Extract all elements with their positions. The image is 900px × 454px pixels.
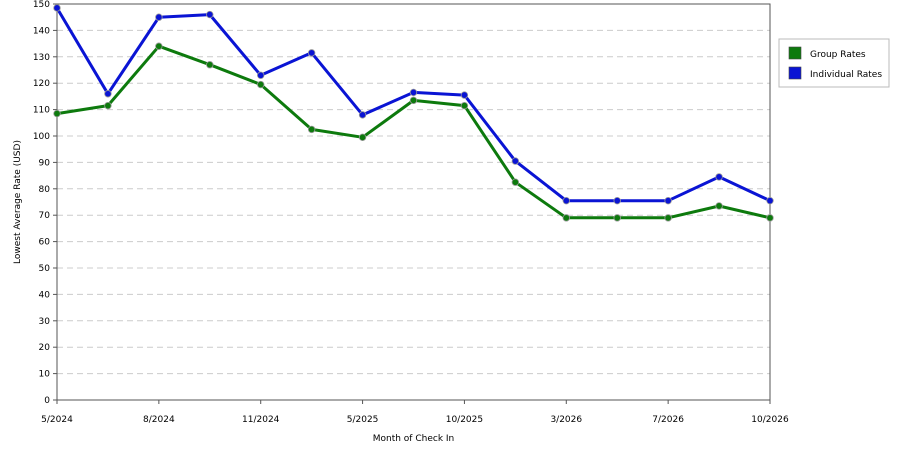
group-rates-point — [155, 42, 163, 50]
individual-rates-point — [53, 4, 61, 12]
y-tick-label: 140 — [33, 26, 50, 36]
individual-rates-point — [766, 196, 774, 205]
x-tick-label: 10/2026 — [751, 415, 789, 425]
group-rates-point — [53, 109, 61, 118]
group-rates-point — [409, 96, 418, 105]
grid-lines — [57, 29, 770, 375]
individual-rates-legend-swatch — [788, 66, 802, 80]
y-tick-label: 10 — [39, 370, 51, 380]
individual-rates-line — [55, 6, 772, 203]
individual-rates-point — [715, 173, 723, 181]
x-tick-label: 7/2026 — [652, 415, 684, 425]
group-rates-point — [307, 125, 316, 134]
group-rates-point — [766, 214, 774, 222]
individual-rates-legend-label: Individual Rates — [810, 70, 882, 80]
group-rates-point — [715, 202, 723, 210]
group-rates-point — [257, 80, 265, 89]
individual-rates-point — [613, 196, 621, 205]
individual-rates-point — [257, 71, 265, 79]
group-rates-point — [664, 214, 672, 222]
axes: 0 10 20 30 40 50 60 70 80 90 100 110 120 130 140 150 5/2… — [33, 0, 789, 425]
group-rates-point — [562, 214, 570, 222]
y-tick-label: 80 — [39, 185, 51, 195]
y-axis-title: Lowest Average Rate (USD) — [13, 140, 23, 264]
y-tick-label: 30 — [39, 317, 51, 327]
group-rates-point — [104, 101, 112, 110]
y-tick-label: 110 — [33, 106, 50, 116]
y-tick-label: 70 — [39, 211, 51, 221]
y-tick-label: 90 — [39, 158, 51, 168]
x-tick-label: 8/2024 — [143, 415, 175, 425]
individual-rates-point — [104, 90, 112, 98]
x-tick-label: 5/2024 — [41, 415, 73, 425]
y-tick-label: 60 — [39, 238, 51, 248]
group-rates-line — [55, 44, 772, 220]
group-rates-point — [206, 61, 214, 69]
individual-rates-point — [307, 49, 316, 57]
y-tick-label: 50 — [39, 264, 51, 274]
y-tick-label: 100 — [33, 132, 50, 142]
y-tick-label: 40 — [39, 290, 51, 300]
y-tick-label: 130 — [33, 53, 50, 63]
group-rates-point — [511, 178, 520, 186]
individual-rates-point — [664, 196, 672, 205]
x-axis-title: Month of Check In — [373, 434, 455, 444]
individual-rates-point — [358, 111, 367, 119]
series-lines — [55, 6, 772, 220]
x-tick-label: 5/2025 — [347, 415, 379, 425]
legend: Group Rates Individual Rates — [778, 38, 890, 88]
group-rates-legend-swatch — [788, 46, 802, 60]
individual-rates-point — [206, 10, 214, 19]
x-tick-label: 10/2025 — [446, 415, 483, 425]
group-rates-point — [613, 214, 621, 222]
y-tick-label: 120 — [33, 79, 50, 89]
group-rates-point — [358, 133, 367, 142]
y-tick-label: 20 — [39, 343, 51, 353]
individual-rates-point — [155, 13, 163, 21]
y-tick-label: 0 — [44, 396, 50, 406]
x-tick-label: 3/2026 — [550, 415, 582, 425]
individual-rates-point — [511, 157, 520, 165]
individual-rates-point — [409, 88, 418, 97]
individual-rates-point — [460, 91, 469, 99]
x-tick-label: 11/2024 — [242, 415, 280, 425]
y-tick-label: 150 — [33, 0, 50, 10]
data-points — [53, 4, 774, 222]
group-rates-legend-label: Group Rates — [810, 50, 866, 60]
individual-rates-point — [562, 196, 570, 205]
group-rates-point — [460, 101, 469, 110]
